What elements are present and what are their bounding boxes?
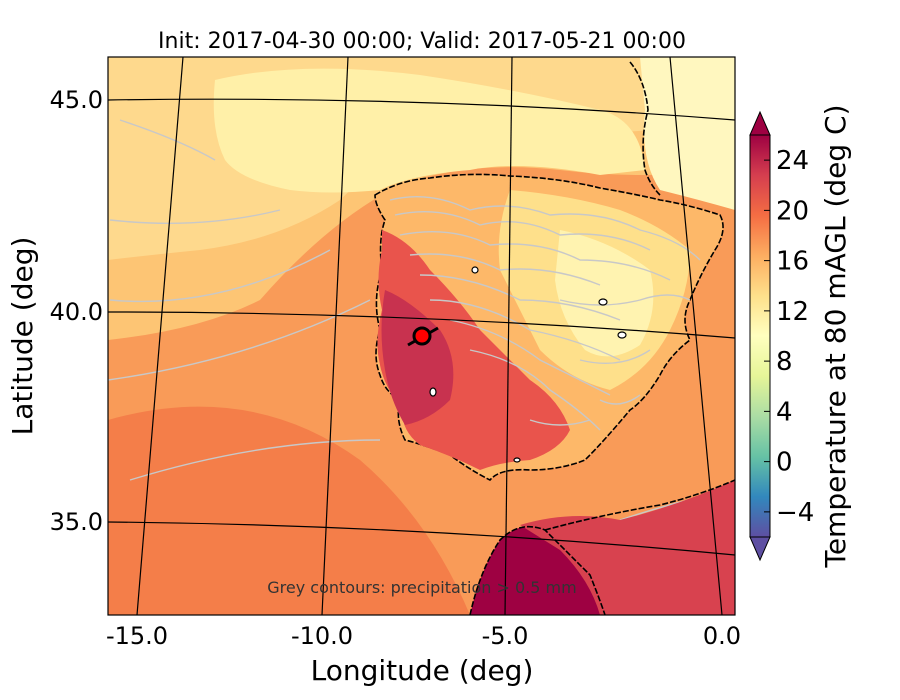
precip-note: Grey contours: precipitation > 0.5 mm — [267, 578, 576, 597]
colorbar: 24 20 16 12 8 4 0 −4 Temperature at 80 mAGL (de… — [749, 104, 852, 569]
africa-coast-east — [544, 479, 735, 531]
y-tick-label: 40.0 — [50, 298, 103, 326]
parallel-40 — [108, 311, 735, 339]
colorbar-extend-min — [749, 536, 771, 562]
colorbar-tick-label: 16 — [776, 247, 809, 277]
field-france — [640, 57, 735, 210]
map-frame — [107, 56, 736, 616]
y-tick-label: 45.0 — [50, 86, 103, 114]
x-tick-label: -10.0 — [291, 622, 353, 650]
colorbar-tick-label: 8 — [776, 347, 793, 377]
site-marker — [412, 326, 432, 346]
colorbar-label: Temperature at 80 mAGL (deg C) — [819, 104, 852, 568]
map-panel: Grey contours: precipitation > 0.5 mm — [108, 57, 735, 615]
field-africa-hot — [470, 526, 605, 615]
colorbar-ticks: 24 20 16 12 8 4 0 −4 — [764, 146, 814, 528]
colorbar-tick-label: 4 — [776, 397, 793, 427]
graticule — [108, 57, 735, 615]
x-axis: -15.0 -10.0 -5.0 0.0 Longitude (deg) — [106, 622, 741, 687]
y-axis: 45.0 40.0 35.0 Latitude (deg) — [6, 86, 103, 536]
parallel-45 — [108, 98, 735, 121]
plot-title: Init: 2017-04-30 00:00; Valid: 2017-05-2… — [158, 29, 686, 54]
colorbar-tick-label: 24 — [776, 146, 809, 176]
meridian-5 — [504, 57, 513, 615]
y-tick-label: 35.0 — [50, 508, 103, 536]
meridian-10 — [321, 57, 349, 615]
x-tick-label: -15.0 — [106, 622, 168, 650]
colorbar-tick-label: 12 — [776, 297, 809, 327]
colorbar-tick-label: 20 — [776, 196, 809, 226]
meridian-0 — [669, 57, 723, 615]
field-africa — [520, 480, 735, 615]
lakes — [429, 266, 627, 463]
x-tick-label: -5.0 — [482, 622, 529, 650]
x-tick-label: 0.0 — [703, 622, 741, 650]
colorbar-tick-label: 0 — [776, 448, 793, 478]
france-coast — [629, 61, 661, 196]
field-warm-band — [108, 406, 470, 615]
y-axis-label: Latitude (deg) — [6, 237, 39, 436]
colorbar-extend-max — [749, 110, 771, 136]
colorbar-tick-label: −4 — [776, 498, 814, 528]
meridian-15 — [136, 57, 184, 615]
colorbar-bar — [749, 134, 771, 538]
x-axis-label: Longitude (deg) — [311, 654, 534, 687]
africa-coast — [469, 525, 606, 615]
parallel-35 — [108, 521, 735, 556]
field-coolest-east — [555, 230, 654, 357]
